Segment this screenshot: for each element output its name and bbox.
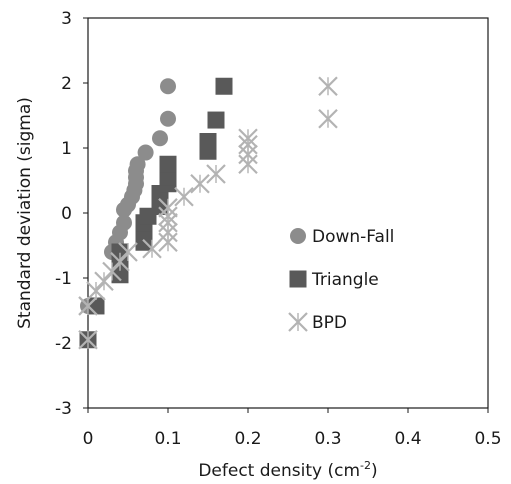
x-tick-label: 0.1 [154,429,181,449]
x-tick-label: 0.5 [474,429,501,449]
x-tick-label: 0.3 [314,429,341,449]
y-tick-label: -2 [55,334,72,354]
square-point [199,133,217,150]
legend-item: Down-Fall [290,227,394,247]
legend-star-icon [288,312,308,332]
square-point [207,111,225,129]
series-triangle [79,77,233,349]
x-tick-label: 0.2 [234,429,261,449]
star-point [158,198,178,218]
legend-square-icon [289,270,307,288]
x-axis-title-superscript: -2 [360,459,371,472]
star-point [102,261,122,282]
x-axis-title: Defect density (cm-2) [198,459,377,481]
circle-point [137,144,154,161]
square-point [159,155,177,173]
circle-point [160,110,176,127]
circle-point [116,214,132,231]
data-marks [78,76,338,350]
legend-label: Down-Fall [312,227,394,247]
star-point [238,128,258,149]
y-tick-label: 0 [61,204,72,224]
square-point [215,77,233,95]
legend-label: BPD [312,313,347,333]
series-bpd [78,76,338,350]
x-axis-title-main: Defect density (cm [198,461,360,481]
star-point [86,281,106,301]
star-point [318,108,338,129]
circle-point [160,78,176,95]
star-point [190,173,210,194]
star-point [206,164,226,184]
legend: Down-Fall Triangle BPD [288,227,394,333]
y-axis-title: Standard deviation (sigma) [15,97,35,329]
legend-label: Triangle [311,270,379,290]
x-tick-label: 0 [83,429,94,449]
star-point [110,251,130,272]
star-point [94,271,114,292]
star-point [118,242,138,262]
x-axis-title-close: ) [371,461,378,481]
star-point [174,186,194,207]
y-tick-label: -1 [55,269,72,289]
legend-circle-icon [290,228,306,244]
y-tick-label: 1 [61,139,72,159]
star-point [78,329,98,350]
star-point [142,238,162,259]
square-point [159,168,177,186]
legend-item: Triangle [289,270,379,290]
y-tick-label: -3 [55,399,72,419]
x-tick-label: 0.4 [394,429,421,449]
star-point [318,76,338,97]
tick-labels: 0 0.1 0.2 0.3 0.4 0.5 3 2 1 0 -1 -2 -3 [55,9,501,449]
circle-point [152,130,168,147]
circle-point [129,156,146,173]
y-tick-label: 2 [61,74,72,94]
legend-item: BPD [288,312,347,333]
y-tick-label: 3 [61,9,72,29]
